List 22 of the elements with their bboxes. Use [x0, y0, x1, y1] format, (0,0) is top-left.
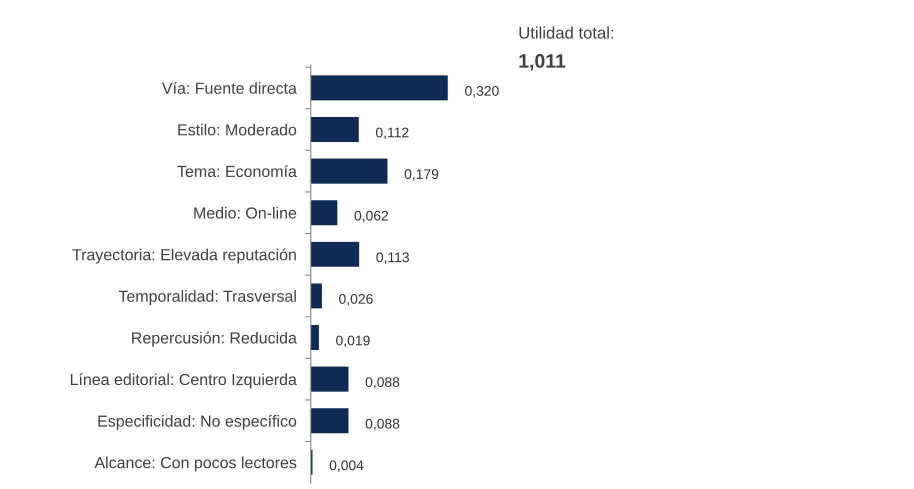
y-tick-label: Línea editorial: Centro Izquierda — [70, 373, 297, 388]
y-tick-label: Repercusión: Reducida — [132, 332, 297, 347]
y-tick-label: Alcance: Con pocos lectores — [94, 456, 296, 472]
y-tick-label: Estilo: Moderado — [178, 124, 296, 136]
data-label: 0,062 — [354, 210, 388, 222]
data-label: 0,179 — [404, 169, 438, 181]
y-tick-label: Trayectoria: Elevada reputación — [72, 248, 296, 264]
data-label: 0,320 — [465, 86, 499, 98]
data-label: 0,112 — [376, 128, 408, 140]
y-tick-label: Especificidad: No específico — [98, 414, 296, 430]
data-label: 0,088 — [366, 377, 400, 389]
text: 1,011 — [519, 54, 566, 71]
y-tick-label: Vía: Fuente directa — [162, 82, 297, 94]
y-tick-label: Medio: On-line — [194, 206, 296, 219]
y-tick-label: Temporalidad: Trasversal — [118, 290, 296, 306]
data-label: 0,088 — [366, 418, 400, 430]
y-tick-label: Tema: Economía — [177, 165, 297, 178]
data-label: 0,019 — [336, 336, 370, 348]
data-label: 0,004 — [330, 460, 364, 472]
data-label: 0,026 — [339, 294, 373, 306]
text: Utilidad total: — [520, 26, 614, 39]
data-label: 0,113 — [376, 252, 409, 264]
